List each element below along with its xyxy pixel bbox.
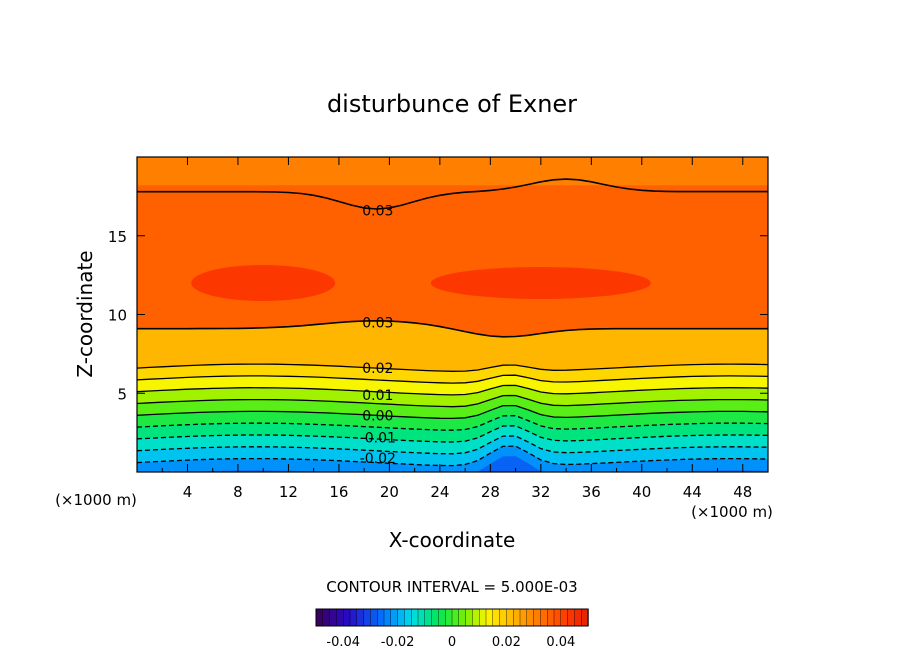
colorbar-tick-label: 0 bbox=[448, 635, 456, 650]
x-axis-label: X-coordinate bbox=[389, 528, 516, 552]
colorbar-segment bbox=[343, 608, 351, 627]
colorbar-segment bbox=[438, 608, 446, 627]
colorbar-segment bbox=[411, 608, 419, 627]
colorbar-segment bbox=[458, 608, 467, 627]
contour-fill-bands bbox=[137, 157, 768, 472]
x-tick-label: 24 bbox=[430, 483, 449, 501]
x-tick-label: 40 bbox=[632, 483, 651, 501]
x-tick-label: 48 bbox=[733, 483, 752, 501]
colorbar-segment bbox=[349, 608, 358, 627]
contour-label: 0.02 bbox=[362, 361, 393, 377]
colorbar-segment bbox=[485, 608, 494, 627]
colorbar-segment bbox=[526, 608, 535, 627]
colorbar-segment bbox=[560, 608, 569, 627]
x-tick-label: 16 bbox=[329, 483, 348, 501]
colorbar-segment bbox=[336, 608, 344, 627]
colorbar-tick-labels: -0.04 -0.02 0 0.02 0.04 bbox=[326, 635, 575, 650]
colorbar-segment bbox=[567, 608, 576, 627]
contour-label: 0.00 bbox=[362, 408, 393, 424]
colorbar-segment bbox=[322, 608, 331, 627]
colorbar-segment bbox=[472, 608, 480, 627]
contour-line bbox=[137, 319, 768, 338]
colorbar-segment bbox=[390, 608, 399, 627]
contour-line bbox=[137, 374, 768, 384]
contour-band bbox=[137, 157, 768, 186]
colorbar-segment bbox=[445, 608, 453, 627]
colorbar-segment bbox=[315, 608, 324, 627]
contour-labels: 0.03 0.03 0.02 0.01 0.00 -0.01 -0.02 bbox=[360, 204, 396, 467]
contour-label: 0.03 bbox=[362, 204, 393, 220]
x-tick-label: 44 bbox=[683, 483, 702, 501]
colorbar-segment bbox=[540, 608, 548, 627]
colorbar-segment bbox=[465, 608, 474, 627]
colorbar-segment bbox=[513, 608, 521, 627]
x-tick-label: 12 bbox=[279, 483, 298, 501]
x-axis-unit-left: (×1000 m) bbox=[55, 491, 137, 509]
colorbar-segment bbox=[377, 608, 385, 627]
colorbar-segment bbox=[547, 608, 555, 627]
colorbar-segment bbox=[431, 608, 440, 627]
x-tick-label: 36 bbox=[582, 483, 601, 501]
colorbar-segment bbox=[397, 608, 406, 627]
colorbar-segment bbox=[492, 608, 501, 627]
contour-band bbox=[191, 265, 336, 301]
contour-line bbox=[137, 178, 768, 210]
colorbar-segment bbox=[519, 608, 528, 627]
x-tick-label: 32 bbox=[531, 483, 550, 501]
colorbar-segment bbox=[574, 608, 582, 627]
colorbar-tick-label: -0.02 bbox=[381, 635, 415, 650]
colorbar-segment bbox=[404, 608, 412, 627]
colorbar-segment bbox=[329, 608, 338, 627]
x-axis-unit-right: (×1000 m) bbox=[691, 503, 773, 521]
contour-line bbox=[137, 363, 768, 372]
colorbar-segments bbox=[315, 608, 589, 627]
y-tick-label: 15 bbox=[108, 228, 127, 246]
chart-title: disturbunce of Exner bbox=[327, 90, 577, 118]
contour-band bbox=[430, 267, 651, 299]
contour-line bbox=[137, 435, 768, 455]
colorbar-segment bbox=[356, 608, 365, 627]
contour-label: 0.03 bbox=[362, 315, 393, 331]
colorbar-segment bbox=[479, 608, 487, 627]
colorbar-tick-label: -0.04 bbox=[326, 635, 360, 650]
contour-band bbox=[137, 446, 768, 472]
x-tick-label: 8 bbox=[233, 483, 243, 501]
colorbar-segment bbox=[417, 608, 426, 627]
colorbar-segment bbox=[451, 608, 460, 627]
y-tick-label: 10 bbox=[108, 307, 127, 325]
colorbar: -0.04 -0.02 0 0.02 0.04 bbox=[315, 608, 589, 650]
y-tick-label: 5 bbox=[117, 385, 127, 403]
colorbar-segment bbox=[499, 608, 508, 627]
contour-interval-text: CONTOUR INTERVAL = 5.000E-03 bbox=[326, 578, 577, 596]
colorbar-tick-label: 0.04 bbox=[546, 635, 575, 650]
colorbar-frame bbox=[315, 608, 589, 627]
y-axis-ticks: 5 10 15 bbox=[108, 228, 768, 403]
colorbar-segment bbox=[363, 608, 372, 627]
colorbar-tick-label: 0.02 bbox=[492, 635, 521, 650]
contour-line bbox=[137, 384, 768, 396]
contour-line bbox=[137, 425, 768, 443]
contour-label: -0.01 bbox=[360, 430, 396, 446]
contour-line bbox=[137, 404, 768, 420]
colorbar-segment bbox=[553, 608, 562, 627]
colorbar-segment bbox=[370, 608, 378, 627]
contour-line bbox=[137, 394, 768, 408]
contour-lines bbox=[137, 178, 768, 467]
colorbar-segment bbox=[581, 608, 589, 627]
x-tick-label: 20 bbox=[380, 483, 399, 501]
x-axis-ticks: 4 8 12 16 20 24 28 32 36 40 44 48 bbox=[161, 157, 752, 501]
contour-line bbox=[137, 445, 768, 467]
contour-label: -0.02 bbox=[360, 451, 396, 467]
colorbar-segment bbox=[506, 608, 514, 627]
y-axis-label: Z-coordinate bbox=[73, 250, 97, 377]
colorbar-segment bbox=[383, 608, 392, 627]
contour-line bbox=[137, 415, 768, 431]
x-tick-label: 28 bbox=[481, 483, 500, 501]
colorbar-segment bbox=[533, 608, 542, 627]
x-tick-label: 4 bbox=[183, 483, 193, 501]
plot-area: 0.03 0.03 0.02 0.01 0.00 -0.01 -0.02 bbox=[136, 156, 769, 473]
contour-label: 0.01 bbox=[362, 388, 393, 404]
colorbar-segment bbox=[424, 608, 433, 627]
